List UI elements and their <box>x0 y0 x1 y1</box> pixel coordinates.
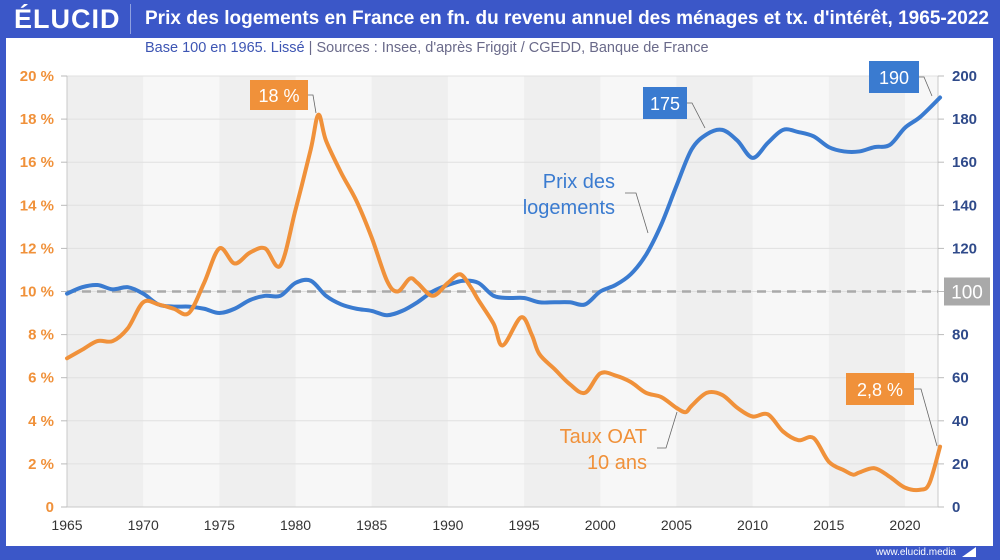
left-tick-label: 14 % <box>20 197 54 214</box>
right-tick-label: 120 <box>952 240 977 257</box>
annotation-box <box>250 80 308 110</box>
annotation-box <box>846 373 914 405</box>
x-tick-label: 2020 <box>889 517 920 533</box>
right-tick-label: 80 <box>952 327 969 344</box>
left-tick-label: 4 % <box>28 413 54 430</box>
annotation-leader <box>919 76 933 97</box>
x-tick-label: 2015 <box>813 517 844 533</box>
right-tick-label: 200 <box>952 68 977 85</box>
x-tick-label: 2005 <box>661 517 692 533</box>
left-tick-label: 20 % <box>20 68 54 85</box>
annotation-box <box>643 87 687 119</box>
annotation-leader <box>308 94 317 114</box>
left-tick-label: 0 <box>46 499 54 516</box>
subtitle-sources: Sources : Insee, d'après Friggit / CGEDD… <box>316 40 709 56</box>
rate-series-label: 10 ans <box>587 452 647 474</box>
annotation-label: 190 <box>879 68 909 88</box>
chart-title: Prix des logements en France en fn. du r… <box>145 8 989 29</box>
price-series-line <box>65 95 943 318</box>
x-tick-label: 1980 <box>280 517 311 533</box>
footer-url[interactable]: www.elucid.media <box>875 547 956 558</box>
right-tick-label: 40 <box>952 413 969 430</box>
x-tick-label: 1975 <box>204 517 235 533</box>
right-tick-label: 160 <box>952 154 977 171</box>
annotation-leader <box>914 388 938 447</box>
rate-series-label: Taux OAT <box>560 426 647 448</box>
right-tick-label: 180 <box>952 111 977 128</box>
left-tick-label: 6 % <box>28 370 54 387</box>
left-tick-label: 18 % <box>20 111 54 128</box>
annotation-label: 175 <box>650 94 680 114</box>
x-tick-label: 2000 <box>585 517 616 533</box>
x-tick-label: 1995 <box>509 517 540 533</box>
x-tick-label: 1990 <box>432 517 463 533</box>
x-tick-label: 1985 <box>356 517 387 533</box>
x-tick-label: 1970 <box>128 517 159 533</box>
price-series-label: Prix des <box>543 171 615 193</box>
right-tick-label: 0 <box>952 499 960 516</box>
elucid-mark-icon <box>962 547 976 557</box>
header-divider <box>130 4 131 34</box>
left-tick-label: 2 % <box>28 456 54 473</box>
rate-series-line <box>65 112 943 493</box>
annotation-label: 18 % <box>258 86 299 106</box>
annotation-leader <box>687 102 706 129</box>
chart-subtitle: Base 100 en 1965. Lissé | Sources : Inse… <box>145 40 709 56</box>
left-tick-label: 16 % <box>20 154 54 171</box>
rate-label-leader <box>657 411 678 449</box>
annotation-box <box>869 61 919 93</box>
price-label-leader <box>625 192 649 234</box>
x-tick-label: 2010 <box>737 517 768 533</box>
reference-label: 100 <box>951 283 983 304</box>
left-tick-label: 10 % <box>20 284 54 301</box>
right-tick-label: 60 <box>952 370 969 387</box>
right-tick-label: 20 <box>952 456 969 473</box>
right-tick-label: 140 <box>952 197 977 214</box>
reference-label-box <box>944 277 990 306</box>
left-tick-label: 8 % <box>28 327 54 344</box>
price-series-label: logements <box>523 197 615 219</box>
annotation-label: 2,8 % <box>857 380 903 400</box>
left-tick-label: 12 % <box>20 240 54 257</box>
subtitle-separator: | <box>308 40 313 56</box>
header-bar: ÉLUCID Prix des logements en France en f… <box>0 0 1000 38</box>
subtitle-base: Base 100 en 1965. Lissé <box>145 40 305 56</box>
elucid-logo: ÉLUCID <box>14 4 121 34</box>
x-tick-label: 1965 <box>51 517 82 533</box>
